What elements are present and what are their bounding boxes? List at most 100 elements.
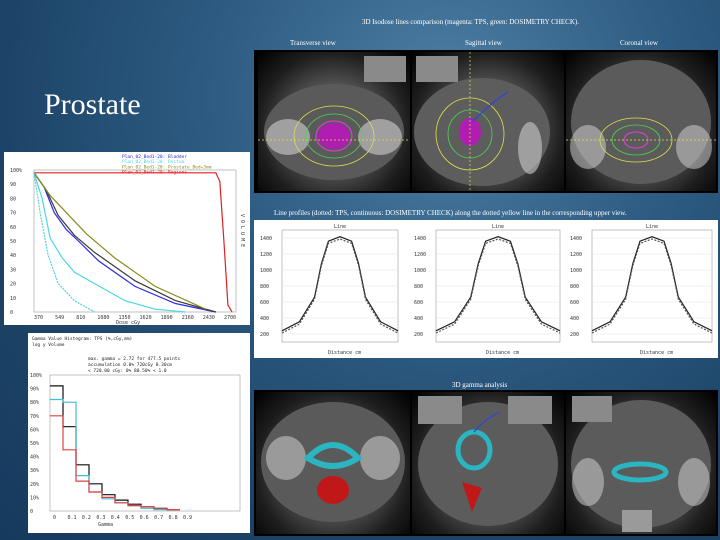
dvh-chart: 100% 90 80 70 60 50 40 30 20 10 0 370 549 810 1080 1350… [10, 154, 245, 325]
profile-x-label: Distance cm [486, 350, 519, 356]
gamma-x-tick: 0.4 [111, 515, 120, 521]
gamma-histogram-panel: Gamma Value Histogram: TPS (%,cGy,mm) lo… [28, 333, 250, 533]
gamma-x-tick: 0.2 [82, 515, 91, 521]
dvh-x-tick: 370 [34, 315, 43, 321]
profile-y-tick: 800 [414, 284, 423, 290]
slide-title: Prostate [44, 88, 141, 121]
dvh-x-tick: 1080 [97, 315, 109, 321]
profile-curve-dc [435, 236, 561, 332]
dvh-x-tick: 2430 [203, 315, 215, 321]
dvh-y-tick: 60 [10, 225, 16, 231]
profile-y-tick: 200 [260, 332, 269, 338]
gamma-y-tick: 0 [30, 509, 33, 515]
dvh-curve-dark [33, 172, 216, 313]
profile-header: Line [334, 224, 346, 230]
profile-y-tick: 600 [414, 300, 423, 306]
gamma-header-line-1: Gamma Value Histogram: TPS (%,cGy,mm) [32, 337, 133, 342]
sagittal-gamma-image [412, 392, 564, 534]
gamma-image-strip [254, 390, 718, 536]
dvh-legend-entry: Plan_02_Bed1-20: Bladder [122, 154, 187, 160]
profile-x-label: Distance cm [640, 350, 673, 356]
gamma-x-tick: 0.7 [154, 515, 163, 521]
dvh-x-tick: 810 [76, 315, 85, 321]
dvh-chart-panel: 100% 90 80 70 60 50 40 30 20 10 0 370 549 810 1080 1350… [4, 152, 250, 325]
profile-y-tick: 400 [570, 316, 579, 322]
dvh-y-tick: 40 [10, 253, 16, 259]
gamma-y-tick: 60% [30, 427, 39, 433]
profile-y-tick: 1000 [414, 268, 426, 274]
profile-y-tick: 200 [414, 332, 423, 338]
coronal-gamma-image [566, 392, 716, 534]
gamma-x-tick: 0.6 [140, 515, 149, 521]
dvh-y-tick: 20 [10, 282, 16, 288]
gamma-x-tick: 0.3 [96, 515, 105, 521]
gamma-caption: 3D gamma analysis [452, 381, 508, 389]
view-label-transverse: Transverse view [290, 39, 336, 47]
gamma-stats-line-3: < 720.00 cGy: 0% 80.50% < 1.0 [88, 369, 167, 374]
gamma-y-tick: 20% [30, 482, 39, 488]
gamma-stats-line-2: accumulation 0.0% 720cGy 0.30cm [88, 363, 172, 368]
profile-header: Line [646, 224, 658, 230]
gamma-x-tick: 0.9 [183, 515, 192, 521]
gamma-series-red [50, 415, 180, 511]
gamma-y-tick: 50% [30, 441, 39, 447]
gamma-y-tick: 30% [30, 468, 39, 474]
profile-curve-dc [591, 236, 713, 332]
line-profiles-plot: Line 1400 1200 1000 800 600 400 200 Distance cm L… [260, 224, 713, 356]
dvh-y-tick: 30 [10, 267, 16, 273]
dvh-x-tick: 549 [55, 315, 64, 321]
line-profile-caption: Line profiles (dotted: TPS, continuous: … [274, 209, 627, 217]
profile-y-tick: 400 [414, 316, 423, 322]
dvh-legend-entry: Plan_02_Bed1-20: Prostate_Bed+3mm [122, 164, 212, 170]
profile-y-tick: 1200 [260, 252, 272, 258]
gamma-y-tick: 90% [30, 387, 39, 393]
profile-curve-tps [281, 238, 399, 334]
gamma-frame [49, 374, 241, 512]
gamma-x-tick: 0 [53, 515, 56, 521]
dvh-x-tick: 1890 [161, 315, 173, 321]
gamma-stats-line-1: max. gamma = 2.72 for 477.5 points [88, 357, 181, 362]
dvh-x-tick: 2700 [224, 315, 236, 321]
gamma-x-tick: 0.5 [125, 515, 134, 521]
profile-y-tick: 1200 [414, 252, 426, 258]
dvh-x-tick: 1620 [140, 315, 152, 321]
gamma-x-label: Gamma [98, 522, 113, 528]
transverse-isodose-image [258, 52, 410, 191]
gamma-x-tick: 0.1 [67, 515, 76, 521]
profile-y-tick: 1400 [570, 236, 582, 242]
dvh-curve-regions [33, 172, 206, 310]
profile-y-tick: 200 [570, 332, 579, 338]
gamma-y-tick: 40% [30, 455, 39, 461]
profile-y-tick: 600 [260, 300, 269, 306]
profile-y-tick: 1000 [570, 268, 582, 274]
profile-x-label: Distance cm [328, 350, 361, 356]
view-label-sagittal: Sagittal view [465, 39, 502, 47]
dvh-y-tick: 100% [10, 168, 22, 174]
dvh-y-tick: 90 [10, 182, 16, 188]
gamma-header-line-2: log y Volume [32, 343, 65, 348]
profile-y-tick: 1400 [260, 236, 272, 242]
dvh-y-tick: 50 [10, 239, 16, 245]
dvh-curve-bladder [33, 172, 216, 313]
dvh-curve-rectum [33, 172, 186, 313]
gamma-y-tick: 10% [30, 495, 39, 501]
profile-y-tick: 800 [570, 284, 579, 290]
profile-y-tick: 600 [570, 300, 579, 306]
dvh-legend-entry: Plan_02_Bed1-20: Rectum [122, 159, 185, 165]
profile-curve-tps [591, 238, 713, 334]
isodose-caption: 3D Isodose lines comparison (magenta: TP… [362, 18, 579, 26]
dvh-x-tick: 1350 [118, 315, 130, 321]
dvh-volume-label: V O L U M E [239, 214, 245, 247]
dvh-plot-frame [33, 169, 237, 313]
sagittal-isodose-image [412, 52, 564, 191]
dvh-x-tick: 2160 [182, 315, 194, 321]
profile-curve-dc [281, 236, 399, 332]
profile-y-tick: 1400 [414, 236, 426, 242]
view-label-coronal: Coronal view [620, 39, 658, 47]
transverse-gamma-image [256, 392, 410, 534]
dvh-curve-rectum-alt [33, 172, 95, 313]
gamma-y-tick: 100% [30, 373, 42, 379]
dvh-y-tick: 10 [10, 296, 16, 302]
gamma-y-tick: 70% [30, 414, 39, 420]
profile-y-tick: 400 [260, 316, 269, 322]
